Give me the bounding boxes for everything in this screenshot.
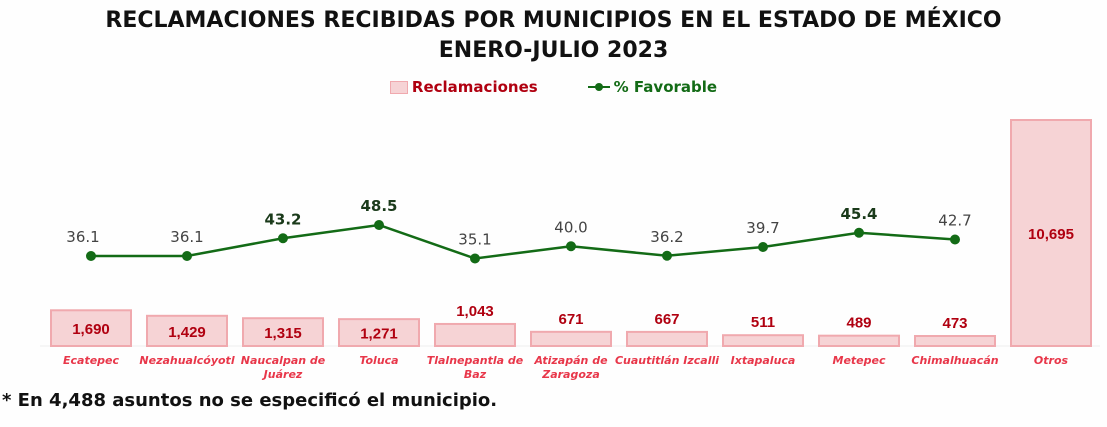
bar-value-label: 1,043 xyxy=(456,303,494,320)
legend-line-swatch xyxy=(587,83,610,91)
bar-value-label: 667 xyxy=(654,311,679,328)
favorable-point xyxy=(950,234,960,245)
chart-title: RECLAMACIONES RECIBIDAS POR MUNICIPIOS E… xyxy=(105,8,1002,33)
legend-bar-swatch xyxy=(389,80,408,94)
favorable-point xyxy=(182,251,192,261)
favorable-point xyxy=(566,241,576,252)
category-label: Juárez xyxy=(262,368,303,381)
category-label: Toluca xyxy=(359,354,398,367)
bar-value-label: 10,695 xyxy=(1028,226,1074,243)
favorable-value-label: 45.4 xyxy=(840,205,877,223)
category-label: Ixtapaluca xyxy=(731,354,796,367)
footnote: * En 4,488 asuntos no se especificó el m… xyxy=(2,390,498,411)
favorable-point xyxy=(854,227,864,238)
bar-value-label: 671 xyxy=(558,311,583,328)
favorable-value-label: 35.1 xyxy=(458,231,491,249)
bar xyxy=(818,334,900,347)
category-label: Atizapán de xyxy=(533,354,608,367)
bar xyxy=(338,318,420,347)
legend-label: % Favorable xyxy=(613,78,718,96)
bar xyxy=(146,314,228,348)
favorable-value-label: 40.0 xyxy=(554,218,587,236)
bar-value-label: 511 xyxy=(751,314,775,331)
category-label: Tlalnepantla de xyxy=(427,354,524,367)
category-label: Cuautitlán Izcalli xyxy=(615,354,719,367)
bar xyxy=(1010,119,1092,347)
favorable-point xyxy=(374,220,384,230)
bar-value-label: 1,271 xyxy=(360,326,398,343)
bar xyxy=(50,309,132,348)
favorable-point xyxy=(758,242,768,252)
bar xyxy=(242,317,324,348)
legend-item-reclamaciones: Reclamaciones xyxy=(389,78,538,96)
bar xyxy=(914,335,996,347)
bar-value-label: 1,690 xyxy=(72,321,110,338)
category-label: Metepec xyxy=(833,354,886,367)
favorable-point xyxy=(662,250,672,261)
favorable-value-label: 43.2 xyxy=(264,210,301,228)
bar xyxy=(434,322,516,348)
favorable-line xyxy=(91,223,956,260)
legend-item-favorable: % Favorable xyxy=(587,78,718,96)
bar xyxy=(722,334,804,348)
favorable-point xyxy=(86,251,96,261)
category-label: Chimalhuacán xyxy=(911,354,998,367)
category-label: Zaragoza xyxy=(541,368,600,381)
favorable-value-label: 36.1 xyxy=(170,228,203,246)
category-label: Ecatepec xyxy=(63,354,120,367)
favorable-point xyxy=(278,233,288,244)
favorable-value-label: 39.7 xyxy=(746,219,779,237)
favorable-value-label: 36.2 xyxy=(650,228,683,246)
bar xyxy=(626,330,708,347)
category-label: Otros xyxy=(1034,354,1069,367)
category-label: Baz xyxy=(464,368,487,381)
favorable-point xyxy=(470,253,480,264)
bar-value-label: 489 xyxy=(846,315,871,332)
legend-label: Reclamaciones xyxy=(411,78,538,96)
category-label: Nezahualcóyotl xyxy=(139,354,234,367)
bar-value-label: 1,429 xyxy=(168,324,206,341)
favorable-value-label: 42.7 xyxy=(938,212,971,230)
favorable-value-label: 36.1 xyxy=(66,228,99,246)
category-label: Naucalpan de xyxy=(241,354,326,367)
legend: Reclamaciones % Favorable xyxy=(0,78,1107,96)
bar-value-label: 473 xyxy=(942,315,967,332)
favorable-value-label: 48.5 xyxy=(360,197,397,215)
bar xyxy=(530,330,612,348)
bar-value-label: 1,315 xyxy=(264,325,302,342)
chart-subtitle: ENERO-JULIO 2023 xyxy=(438,38,669,63)
